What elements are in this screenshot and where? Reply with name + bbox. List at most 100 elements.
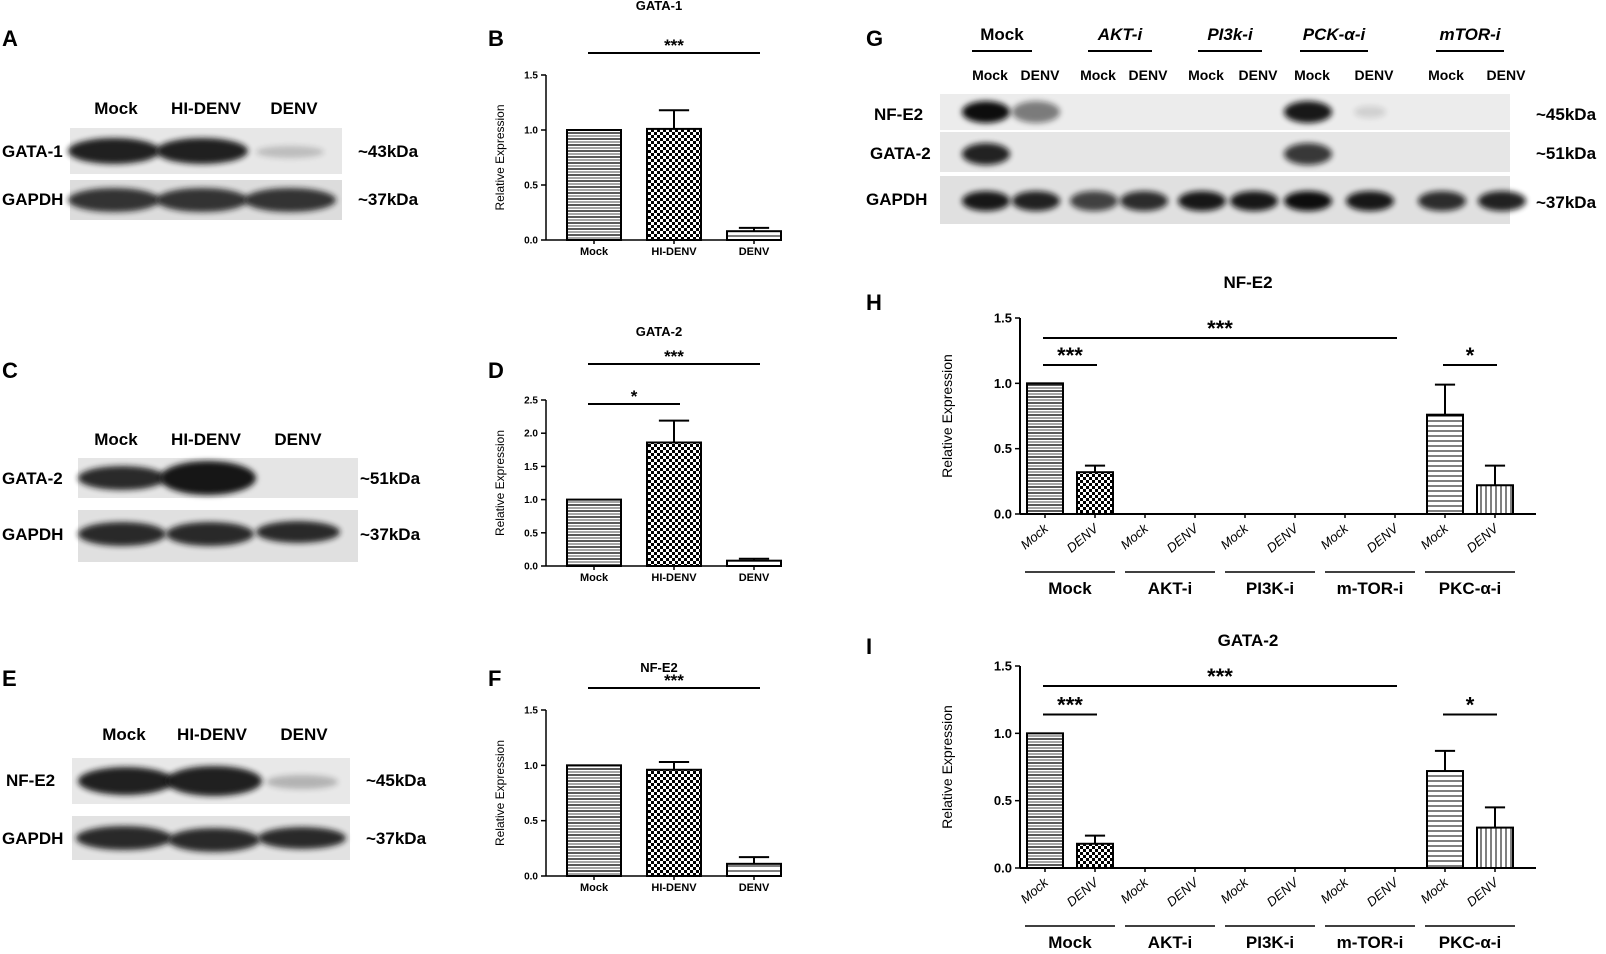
chart-i-bar-0: [1026, 732, 1064, 869]
chart-i-ytick-label-2: 1.0: [994, 726, 1012, 741]
chart-d-category-label-1: HI-DENV: [651, 572, 697, 584]
blot-e-band-0-2: [266, 775, 338, 789]
chart-b-bar-1: [646, 127, 702, 241]
chart-d-bar-1: [646, 441, 702, 567]
blot-e-band-1-0: [76, 826, 172, 850]
chart-b-ytick-label-0: 0.0: [524, 236, 538, 247]
blot-g-lane-label-1: DENV: [1021, 67, 1061, 83]
chart-d-sig-label-0: *: [631, 387, 638, 406]
chart-h-bar-0: [1026, 382, 1064, 516]
blot-g-row-name-1: GATA-2: [870, 144, 931, 163]
chart-h-bar-1: [1076, 471, 1114, 516]
blot-c-band-0-1: [160, 461, 256, 495]
blot-c-lane-label-0: Mock: [94, 430, 138, 449]
chart-b: GATA-1 0.0 0.5 1.0 1.5 Relative Expression Moc…: [493, 0, 782, 258]
panel-letter-g: G: [866, 26, 883, 51]
blot-e-band-1-1: [168, 828, 260, 852]
chart-f-ylabel: Relative Expression: [493, 740, 507, 846]
chart-f-category-label-0: Mock: [580, 882, 609, 894]
blot-g-group-label-4: mTOR-i: [1439, 25, 1501, 44]
chart-h-title: NF-E2: [1223, 273, 1272, 292]
chart-b-ytick-label-2: 1.0: [524, 126, 538, 137]
blot-g-row-kda-1: ~51kDa: [1536, 144, 1597, 163]
blot-g-lane-label-5: DENV: [1239, 67, 1279, 83]
blot-a-row-name-1: GAPDH: [2, 190, 63, 209]
chart-h-group-label-3: m-TOR-i: [1337, 579, 1404, 598]
chart-i-category-label-4: Mock: [1217, 874, 1252, 906]
blot-e-row-kda-0: ~45kDa: [366, 771, 427, 790]
blot-a-band-0-0: [68, 138, 160, 164]
blot-g-band-2-0: [962, 191, 1010, 211]
blot-c-band-1-2: [256, 521, 340, 543]
chart-b-ylabel: Relative Expression: [493, 104, 507, 210]
blot-g-band-0-6: [1284, 101, 1332, 123]
blot-a-band-1-1: [156, 188, 248, 212]
blot-g-lane-label-8: Mock: [1428, 67, 1464, 83]
blot-g-band-0-0: [962, 101, 1010, 123]
blot-g-group-label-3: PCK-α-i: [1303, 25, 1367, 44]
blot-g-row-kda-2: ~37kDa: [1536, 193, 1597, 212]
blot-g-row-kda-0: ~45kDa: [1536, 105, 1597, 124]
chart-i: GATA-2 0.0 0.5 1.0 1.5 Relative Expression Moc…: [939, 631, 1536, 952]
chart-b-bar-2: [726, 230, 782, 241]
blot-a-lane-label-1: HI-DENV: [171, 99, 242, 118]
blot-g-lane-label-9: DENV: [1487, 67, 1527, 83]
chart-i-sig-label-1: ***: [1207, 664, 1233, 689]
blot-g-band-2-2: [1070, 191, 1118, 211]
chart-i-group-label-4: PKC-α-i: [1439, 933, 1501, 952]
chart-h-category-label-8: Mock: [1417, 520, 1452, 552]
chart-i-ytick-label-1: 0.5: [994, 793, 1012, 808]
chart-d-ytick-label-0: 0.0: [524, 562, 538, 573]
blot-e-lane-label-0: Mock: [102, 725, 146, 744]
chart-h-bar-8: [1426, 413, 1464, 515]
panel-letter-f: F: [488, 666, 501, 691]
blot-c-lane-label-1: HI-DENV: [171, 430, 242, 449]
blot-g-band-1-0: [962, 143, 1010, 165]
blot-a-lane-label-2: DENV: [270, 99, 318, 118]
blot-g-band-2-8: [1418, 191, 1466, 211]
chart-b-category-label-1: HI-DENV: [651, 246, 697, 258]
chart-h-bar-9: [1476, 484, 1514, 515]
panel-letter-h: H: [866, 290, 882, 315]
blot-g-lane-labels: Mock DENV Mock DENV Mock DENV Mock DENV Mock DENV: [972, 67, 1526, 83]
blot-g-band-2-5: [1230, 191, 1278, 211]
blot-g-lane-label-7: DENV: [1355, 67, 1395, 83]
chart-h-ytick-label-0: 0.0: [994, 507, 1012, 522]
blot-g-group-label-1: AKT-i: [1097, 25, 1144, 44]
chart-f-category-label-2: DENV: [739, 882, 770, 894]
chart-b-category-label-0: Mock: [580, 246, 609, 258]
blot-c-row-name-0: GATA-2: [2, 469, 63, 488]
chart-f-ytick-label-2: 1.0: [524, 761, 538, 772]
blot-g-row-name-0: NF-E2: [874, 105, 923, 124]
chart-h-group-label-1: AKT-i: [1148, 579, 1192, 598]
panel-letter-d: D: [488, 358, 504, 383]
blot-e-lane-label-1: HI-DENV: [177, 725, 248, 744]
blot-a-row-kda-0: ~43kDa: [358, 142, 419, 161]
chart-d-ylabel: Relative Expression: [493, 430, 507, 536]
chart-h-group-label-0: Mock: [1048, 579, 1092, 598]
chart-i-ytick-label-3: 1.5: [994, 659, 1012, 674]
chart-i-bar-9: [1476, 826, 1514, 869]
blot-c-band-1-1: [166, 522, 254, 546]
blot-g-row-name-2: GAPDH: [866, 190, 927, 209]
blot-g-lane-label-0: Mock: [972, 67, 1008, 83]
chart-h-category-label-3: DENV: [1164, 520, 1202, 556]
blot-a-lane-label-0: Mock: [94, 99, 138, 118]
chart-i-category-label-6: Mock: [1317, 874, 1352, 906]
chart-d-sig-label-1: ***: [664, 347, 684, 366]
blot-g-group-label-0: Mock: [980, 25, 1024, 44]
blot-e-lane-label-2: DENV: [280, 725, 328, 744]
panel-letter-c: C: [2, 358, 18, 383]
chart-i-category-label-1: DENV: [1064, 874, 1102, 910]
chart-i-group-label-1: AKT-i: [1148, 933, 1192, 952]
chart-i-sig-label-0: ***: [1057, 692, 1083, 717]
chart-i-group-label-0: Mock: [1048, 933, 1092, 952]
chart-b-ytick-label-3: 1.5: [524, 71, 538, 82]
chart-f-category-label-1: HI-DENV: [651, 882, 697, 894]
chart-f-bar-2: [726, 862, 782, 877]
blot-a-band-0-1: [156, 138, 248, 164]
chart-h-category-label-1: DENV: [1064, 520, 1102, 556]
blot-g-band-2-1: [1012, 191, 1060, 211]
blot-e-row-kda-1: ~37kDa: [366, 829, 427, 848]
